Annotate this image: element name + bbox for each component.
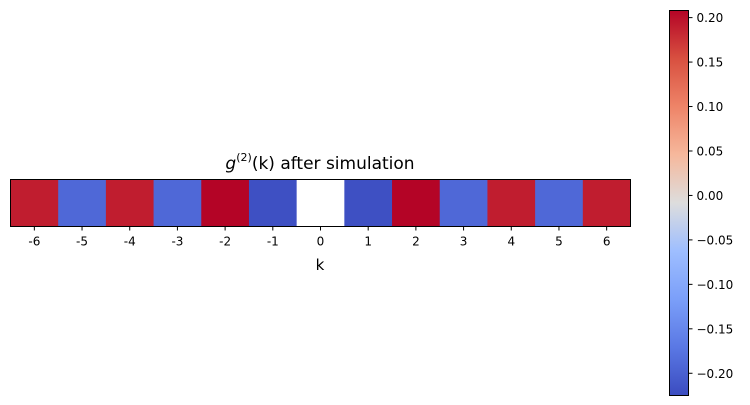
x-tick-label: 2 [412, 235, 420, 249]
x-tick-label: -4 [124, 235, 136, 249]
x-tick-label: 4 [507, 235, 515, 249]
heatmap-cell [105, 179, 155, 227]
x-tick-label: -1 [267, 235, 279, 249]
colorbar [669, 10, 689, 396]
colorbar-tick-label: −0.10 [697, 278, 734, 292]
x-tick-label: 5 [555, 235, 563, 249]
x-axis-ticks: -6 -5 -4 -3 -2 -1 0 1 2 3 4 5 6 [28, 226, 611, 249]
heatmap-cell [10, 179, 59, 227]
title-base: g [225, 154, 236, 174]
heatmap-cell [153, 179, 202, 227]
heatmap-cell [582, 179, 631, 227]
heatmap-cells [10, 179, 631, 227]
colorbar-tick-label: 0.20 [697, 11, 724, 25]
colorbar-tick-label: −0.20 [697, 367, 734, 381]
x-tick-label: -6 [28, 235, 40, 249]
colorbar-tick-label: −0.15 [697, 322, 734, 336]
title-rest: after simulation [275, 154, 415, 174]
colorbar-tick-label: −0.05 [697, 233, 734, 247]
colorbar-tick-label: 0.10 [697, 100, 724, 114]
colorbar-tick-label: 0.05 [697, 144, 724, 158]
heatmap-cell [201, 179, 250, 227]
title-argument: (k) [252, 154, 275, 174]
heatmap-cell [344, 179, 393, 227]
x-tick-label: -3 [171, 235, 183, 249]
heatmap-cell [248, 179, 298, 227]
x-tick-label: 3 [460, 235, 468, 249]
heatmap-cell [487, 179, 536, 227]
x-tick-label: -5 [76, 235, 88, 249]
heatmap-cell [535, 179, 584, 227]
heatmap-cell [296, 179, 345, 227]
title-superscript: (2) [236, 151, 252, 164]
x-axis-label: k [316, 256, 325, 274]
colorbar-ticks: 0.20 0.15 0.10 0.05 0.00 −0.05 −0.10 −0.15 −0.20 [688, 11, 734, 381]
x-tick-label: 6 [603, 235, 611, 249]
x-tick-label: 1 [364, 235, 372, 249]
x-tick-label: -2 [219, 235, 231, 249]
x-tick-label: 0 [317, 235, 325, 249]
colorbar-tick-label: 0.15 [697, 56, 724, 70]
heatmap-cell [392, 179, 441, 227]
chart-title: g(2)(k) after simulation [225, 151, 414, 174]
colorbar-tick-label: 0.00 [697, 189, 724, 203]
heatmap-cell [439, 179, 488, 227]
heatmap-cell [58, 179, 107, 227]
